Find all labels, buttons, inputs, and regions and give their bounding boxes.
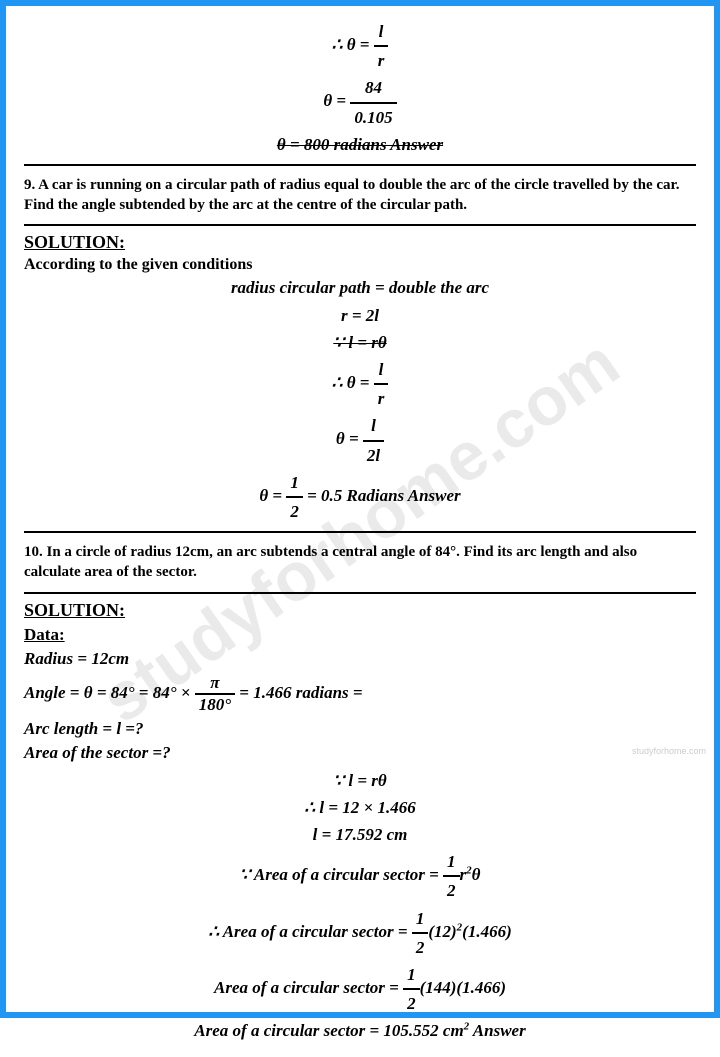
text: ∵ Area of a circular sector = <box>239 865 438 884</box>
eq-line: ∵ l = rθ <box>24 767 696 794</box>
eq-lhs: θ = <box>259 486 282 505</box>
frac-den: r <box>374 385 389 412</box>
frac-num: 84 <box>350 74 396 103</box>
frac-den: 2l <box>363 442 384 469</box>
data-line: Arc length = l =? <box>24 719 696 739</box>
divider <box>24 531 696 533</box>
frac-num: 1 <box>412 905 429 934</box>
answer-line: Area of a circular sector = 105.552 cm <box>194 1021 463 1040</box>
solution-heading: SOLUTION: <box>24 232 696 253</box>
eq-lhs: θ = <box>323 91 346 110</box>
frac-den: 0.105 <box>350 104 396 131</box>
eq-line: radius circular path = double the arc <box>24 274 696 301</box>
divider <box>24 224 696 226</box>
question-9: 9. A car is running on a circular path o… <box>24 172 696 219</box>
top-math: ∴ θ = lr θ = 840.105 θ = 800 radians Ans… <box>24 18 696 158</box>
frac-num: l <box>363 412 384 441</box>
frac-den: r <box>374 47 389 74</box>
text: Area of a circular sector = <box>214 978 399 997</box>
eq-line: ∵ l = rθ <box>24 329 696 356</box>
data-line: Angle = θ = 84° = 84° × π180° = 1.466 ra… <box>24 673 696 715</box>
frac-den: 2 <box>286 498 303 525</box>
frac-num: 1 <box>403 961 420 990</box>
text: (1.466) <box>462 922 512 941</box>
eq-lhs: ∴ θ = <box>332 35 370 54</box>
text: Answer <box>469 1021 526 1040</box>
divider <box>24 164 696 166</box>
frac-num: l <box>374 356 389 385</box>
text: ∴ Area of a circular sector = <box>208 922 407 941</box>
frac-den: 180° <box>195 695 235 715</box>
frac-num: l <box>374 18 389 47</box>
text: θ <box>472 865 481 884</box>
data-heading: Data: <box>24 625 696 645</box>
solution-intro: According to the given conditions <box>24 256 696 274</box>
frac-num: 1 <box>286 469 303 498</box>
solution-heading: SOLUTION: <box>24 600 696 621</box>
text: = 1.466 radians = <box>239 683 362 702</box>
data-line: Area of the sector =? <box>24 743 696 763</box>
q9-math: radius circular path = double the arc r … <box>24 274 696 525</box>
data-line: Radius = 12cm <box>24 649 696 669</box>
eq-line: l = 17.592 cm <box>24 821 696 848</box>
eq-lhs: θ = <box>336 429 359 448</box>
eq-line: r = 2l <box>24 302 696 329</box>
answer-line: = 0.5 Radians Answer <box>307 486 461 505</box>
frac-den: 2 <box>403 990 420 1017</box>
text: (12) <box>428 922 456 941</box>
eq-line: ∴ l = 12 × 1.466 <box>24 794 696 821</box>
frac-den: 2 <box>443 877 460 904</box>
text: Angle = θ = 84° = 84° × <box>24 683 190 702</box>
question-10: 10. In a circle of radius 12cm, an arc s… <box>24 539 696 586</box>
answer-line: θ = 800 radians Answer <box>24 131 696 158</box>
frac-den: 2 <box>412 934 429 961</box>
frac-num: π <box>195 673 235 695</box>
q10-math: ∵ l = rθ ∴ l = 12 × 1.466 l = 17.592 cm … <box>24 767 696 1045</box>
eq-lhs: ∴ θ = <box>332 373 370 392</box>
frac-num: 1 <box>443 848 460 877</box>
divider <box>24 592 696 594</box>
text: (144)(1.466) <box>420 978 506 997</box>
